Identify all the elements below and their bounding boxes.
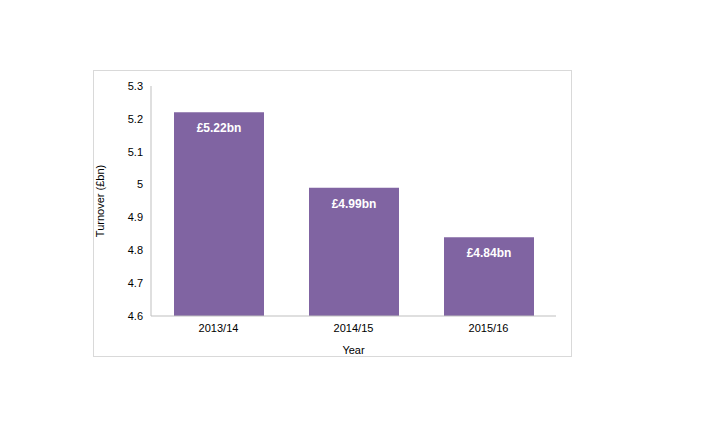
svg-text:Year: Year (342, 344, 365, 356)
svg-text:Turnover (£bn): Turnover (£bn) (94, 165, 106, 237)
svg-text:5: 5 (137, 178, 143, 190)
svg-text:4.6: 4.6 (128, 310, 143, 322)
svg-text:5.1: 5.1 (128, 146, 143, 158)
svg-text:£4.84bn: £4.84bn (467, 246, 512, 260)
svg-text:5.2: 5.2 (128, 113, 143, 125)
svg-text:£4.99bn: £4.99bn (332, 197, 377, 211)
svg-text:2015/16: 2015/16 (469, 322, 509, 334)
svg-text:2013/14: 2013/14 (199, 322, 239, 334)
svg-text:4.9: 4.9 (128, 211, 143, 223)
svg-text:£5.22bn: £5.22bn (197, 121, 242, 135)
svg-text:4.8: 4.8 (128, 244, 143, 256)
svg-text:5.3: 5.3 (128, 80, 143, 92)
svg-text:4.7: 4.7 (128, 277, 143, 289)
svg-text:2014/15: 2014/15 (334, 322, 374, 334)
